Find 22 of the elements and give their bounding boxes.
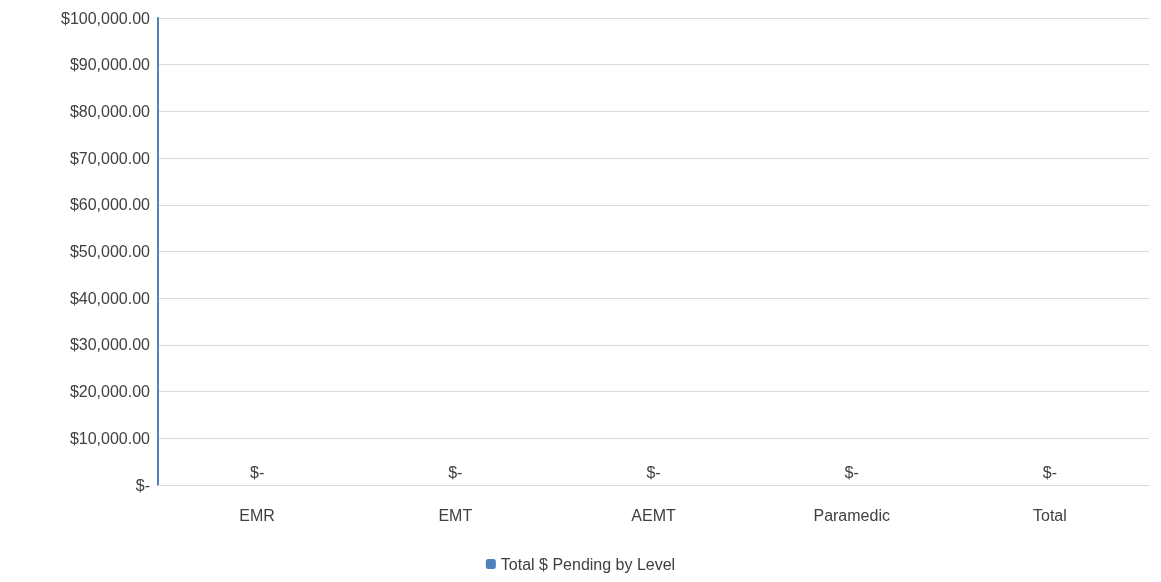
x-tick-label: EMT [438,506,473,524]
y-tick-label: $70,000.00 [69,149,151,167]
x-tick-label: Total [1033,506,1067,524]
y-tick-label: $20,000.00 [69,383,151,401]
x-tick-label: AEMT [631,506,676,524]
x-tick-label: EMR [239,506,275,524]
y-tick-label: $40,000.00 [69,289,151,307]
y-tick-label: $100,000.00 [61,9,151,27]
y-tick-label: $80,000.00 [69,102,151,120]
legend-label: Total $ Pending by Level [500,555,676,573]
data-label: $- [1042,463,1058,481]
x-tick-label: Paramedic [813,506,890,524]
data-label: $- [448,463,463,481]
y-tick-label: $- [135,476,150,494]
y-tick-label: $60,000.00 [69,196,151,214]
data-label: $- [646,463,661,481]
y-tick-label: $90,000.00 [69,56,151,74]
y-tick-label: $10,000.00 [69,429,151,447]
data-label: $- [844,463,859,481]
y-tick-label: $30,000.00 [69,336,151,354]
data-label: $- [249,463,265,481]
y-tick-label: $50,000.00 [69,243,151,260]
